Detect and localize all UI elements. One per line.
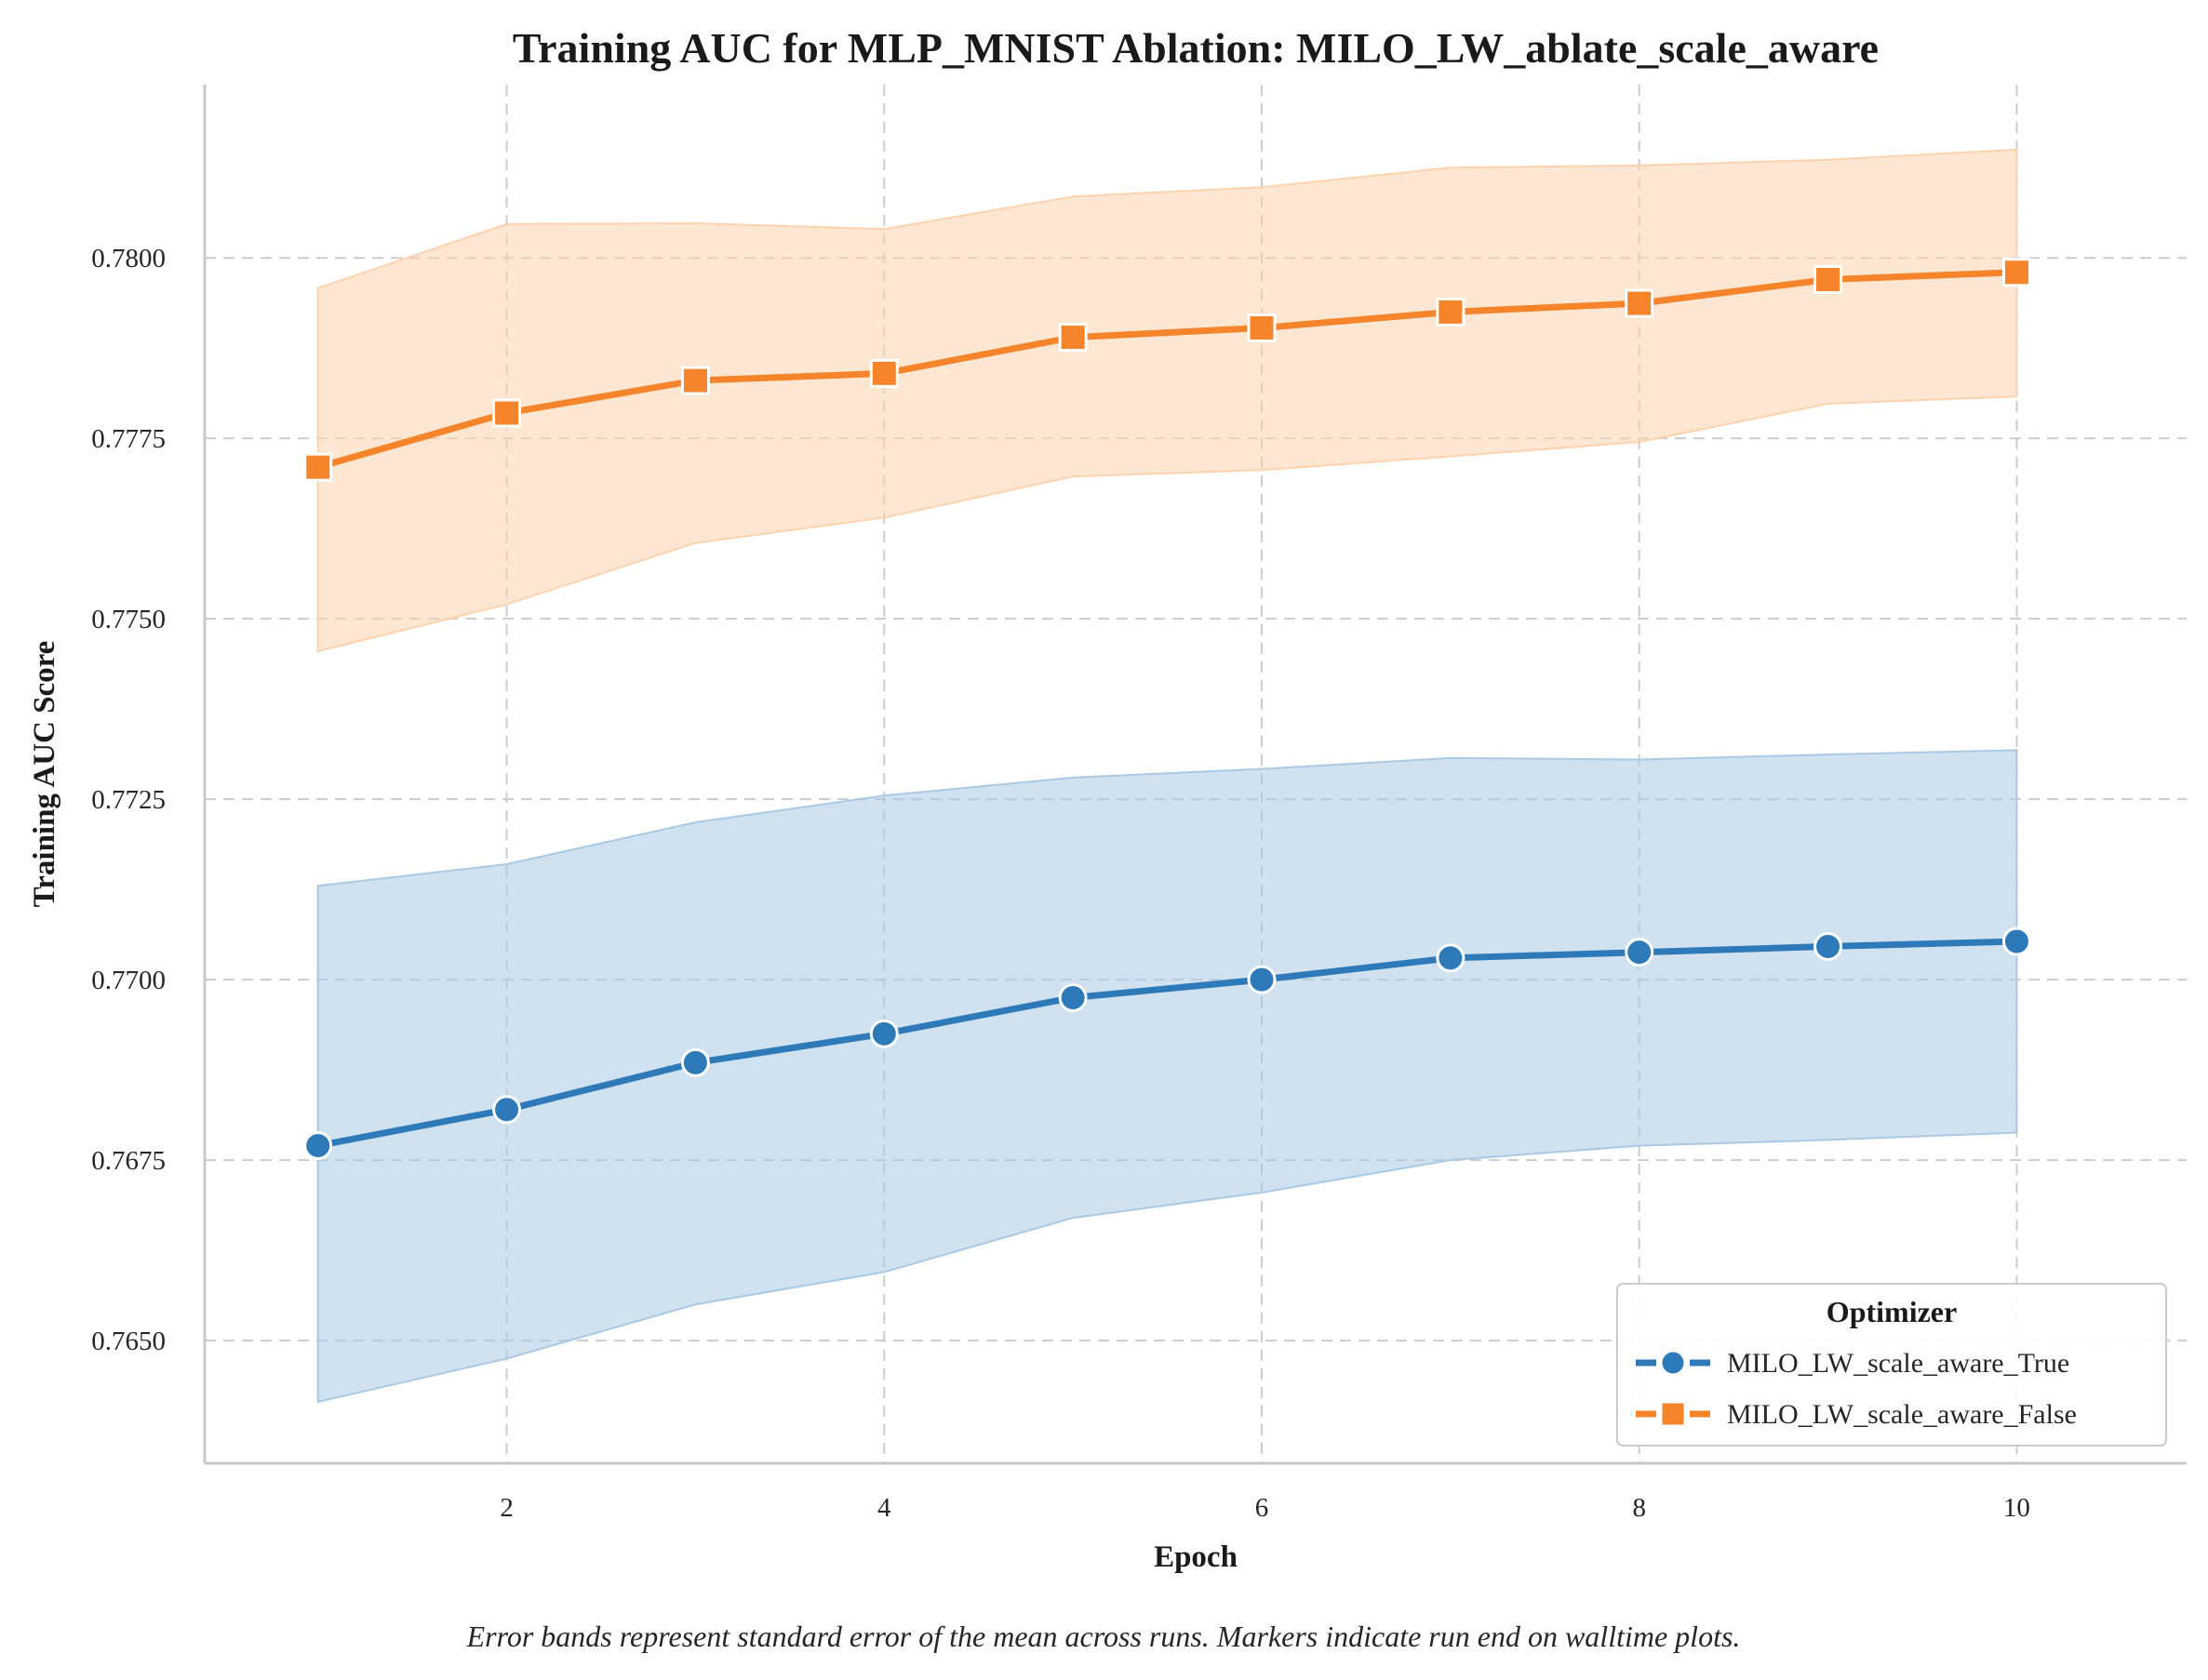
- series-lines: [314, 269, 2020, 1150]
- x-tick-label: 6: [1255, 1493, 1269, 1523]
- data-point: [303, 1131, 333, 1161]
- y-axis-ticks: 0.7650 0.7675 0.7700 0.7725 0.7750 0.7775 0.78…: [91, 244, 166, 1356]
- data-point: [1813, 931, 1843, 961]
- series-line-1: [314, 938, 2020, 1150]
- x-tick-label: 8: [1632, 1493, 1646, 1523]
- legend-items: MILO_LW_scale_aware_True MILO_LW_scale_aw…: [1636, 1348, 2077, 1430]
- data-point: [2001, 258, 2031, 287]
- x-tick-label: 4: [877, 1493, 891, 1523]
- legend-item: MILO_LW_scale_aware_True: [1636, 1348, 2069, 1379]
- data-point: [1058, 983, 1088, 1013]
- y-tick-label: 0.7775: [91, 424, 166, 454]
- error-band-1: [316, 749, 2018, 1404]
- chart-title: Training AUC for MLP_MNIST Ablation: MIL…: [513, 24, 1879, 72]
- legend-label: MILO_LW_scale_aware_False: [1727, 1399, 2077, 1430]
- y-tick-label: 0.7800: [91, 244, 166, 273]
- data-point: [1058, 323, 1088, 353]
- data-point: [1247, 965, 1277, 994]
- data-point: [2001, 927, 2031, 956]
- y-tick-label: 0.7675: [91, 1146, 166, 1176]
- data-point: [303, 452, 333, 482]
- data-point: [680, 366, 710, 395]
- series-line-2: [314, 269, 2020, 471]
- data-point: [1625, 288, 1654, 318]
- data-point: [492, 398, 522, 428]
- y-tick-label: 0.7750: [91, 605, 166, 634]
- data-point: [1436, 297, 1465, 327]
- data-point: [492, 1095, 522, 1125]
- y-tick-label: 0.7650: [91, 1327, 166, 1356]
- legend-item: MILO_LW_scale_aware_False: [1636, 1399, 2077, 1430]
- legend-square-marker: [1659, 1400, 1687, 1428]
- data-point: [869, 358, 899, 388]
- legend: Optimizer MILO_LW_scale_aware_TrueMILO_L…: [1616, 1283, 2167, 1447]
- figure-caption: Error bands represent standard error of …: [466, 1620, 1741, 1653]
- series-markers: [303, 258, 2031, 1161]
- data-point: [1813, 264, 1843, 294]
- legend-circle-marker: [1659, 1349, 1687, 1377]
- x-tick-label: 2: [500, 1493, 514, 1523]
- data-point: [680, 1047, 710, 1077]
- data-point: [1247, 313, 1277, 342]
- legend-box: [1616, 1283, 2167, 1447]
- error-band-2: [316, 148, 2018, 653]
- data-point: [1625, 938, 1654, 967]
- x-tick-label: 10: [2003, 1493, 2030, 1523]
- x-axis-label: Epoch: [1154, 1540, 1238, 1574]
- y-tick-label: 0.7725: [91, 785, 166, 815]
- y-axis-label: Training AUC Score: [28, 641, 61, 908]
- x-axis-ticks: 2 4 6 8 10: [500, 1493, 2030, 1523]
- legend-title: Optimizer: [1827, 1295, 1957, 1328]
- data-point: [869, 1019, 899, 1048]
- legend-label: MILO_LW_scale_aware_True: [1727, 1348, 2069, 1379]
- error-bands: [316, 148, 2018, 1404]
- y-tick-label: 0.7700: [91, 966, 166, 995]
- data-point: [1436, 943, 1465, 973]
